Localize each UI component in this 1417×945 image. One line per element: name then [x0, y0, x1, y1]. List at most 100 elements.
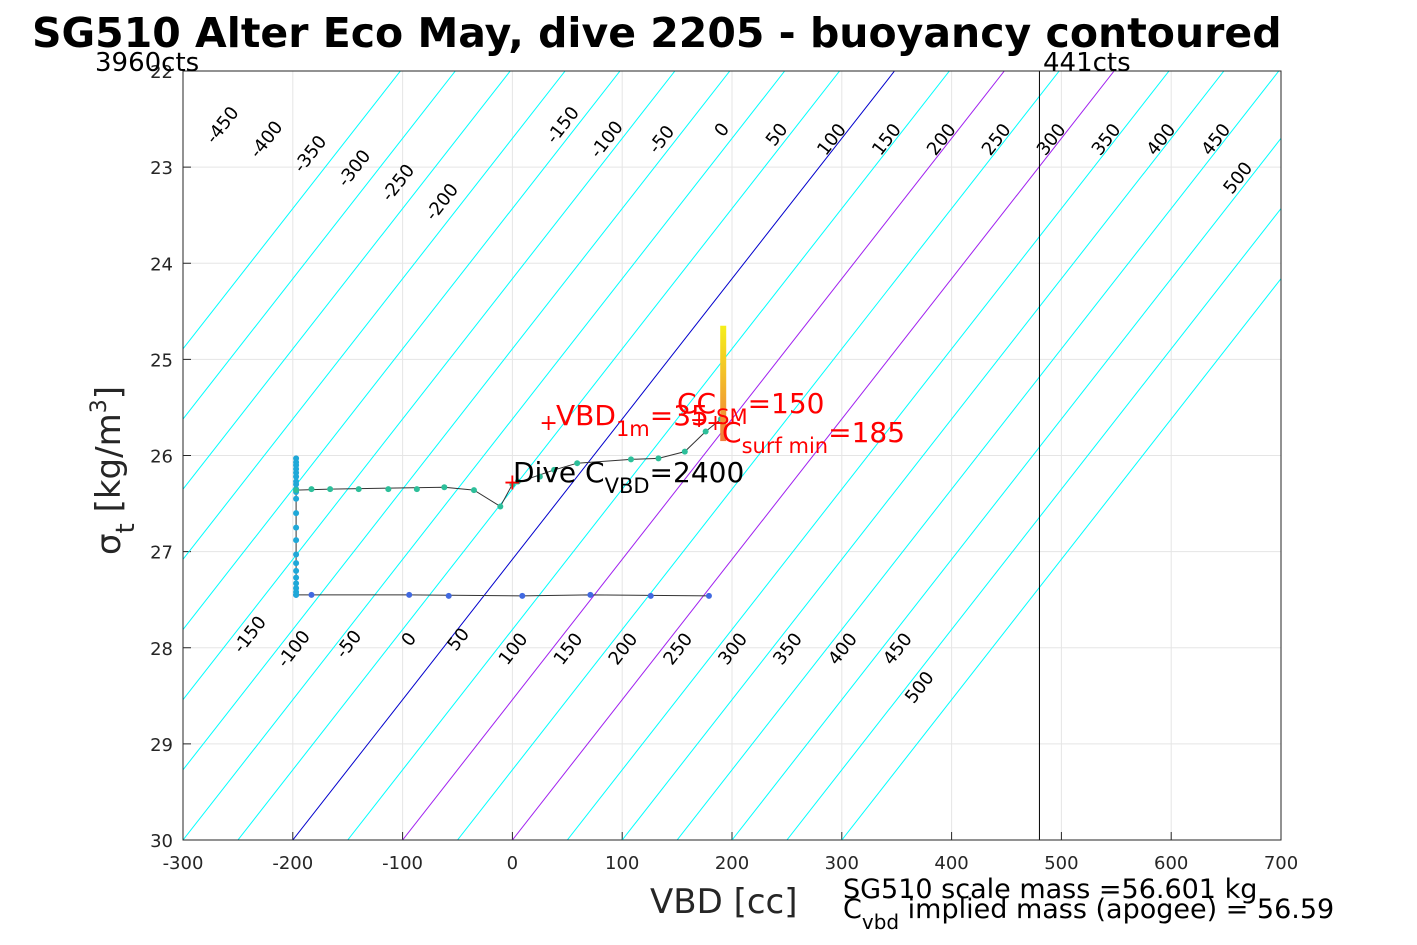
contour-line: [183, 71, 456, 420]
data-point: [647, 592, 654, 599]
data-point: [655, 455, 662, 462]
right-counts-label: 441cts: [1043, 48, 1131, 78]
x-tick-label: -200: [272, 853, 313, 874]
data-point: [308, 486, 315, 493]
contour-line: [237, 71, 840, 840]
marker-plus: +: [690, 408, 708, 433]
data-point: [327, 486, 334, 493]
contour-line: [183, 71, 401, 350]
contour-line: [731, 137, 1281, 840]
data-point: [445, 592, 452, 599]
contour-line: [676, 71, 1280, 840]
data-point: [702, 428, 709, 435]
x-tick-label: -300: [163, 853, 204, 874]
data-point: [293, 455, 300, 462]
data-point: [497, 503, 504, 510]
data-point: [536, 473, 543, 480]
contour-line: [183, 71, 511, 490]
y-tick-label: 26: [150, 447, 173, 468]
x-tick-label: 700: [1264, 853, 1298, 874]
data-point: [551, 466, 558, 473]
contour-line: [183, 71, 731, 771]
x-tick-label: 400: [934, 853, 968, 874]
scale-mass-text: SG510 scale mass =56.601 kg: [843, 874, 1257, 905]
y-tick-labels: 22 23 24 25 26 27 28 29 30: [150, 62, 173, 852]
marker-plus: +: [503, 470, 521, 495]
contour-line: [347, 71, 950, 840]
contour-line: [183, 71, 676, 701]
left-counts-label: 3960cts: [95, 48, 199, 78]
x-tick-label: 500: [1044, 853, 1078, 874]
data-point: [293, 510, 300, 517]
contour-line: [621, 71, 1225, 840]
y-tick-label: 27: [150, 543, 173, 564]
data-point: [293, 585, 300, 592]
dive-c-vbd-annotation: Dive CVBD=2400: [513, 456, 744, 498]
x-tick-label: 100: [605, 853, 639, 874]
vbd-1m-annotation: VBD1m=35: [556, 399, 709, 441]
x-tick-label: 0: [507, 853, 518, 874]
data-point: [293, 537, 300, 544]
contour-line: [183, 71, 621, 631]
y-tick-label: 30: [150, 831, 173, 852]
contour-line: [512, 71, 1115, 840]
data-point: [293, 524, 300, 531]
data-point: [293, 487, 300, 494]
plot-frame: [182, 70, 1282, 841]
y-axis-label: σt [kg/m3]: [87, 386, 141, 555]
x-tick-label: -100: [382, 853, 423, 874]
data-point: [293, 495, 300, 502]
contour-line: [402, 71, 1005, 840]
data-point: [308, 591, 315, 598]
x-tick-label: 300: [825, 853, 859, 874]
contour-line: [841, 277, 1281, 840]
data-point: [574, 460, 581, 467]
y-tick-label: 28: [150, 639, 173, 660]
x-tick-label: 200: [715, 853, 749, 874]
data-point: [293, 560, 300, 567]
data-point: [470, 487, 477, 494]
data-point: [293, 580, 300, 587]
x-tick-labels: -300 -200 -100 0 100 200 300 400 500 600 700: [163, 853, 1299, 874]
surface-bar: [720, 325, 727, 442]
data-points: [293, 415, 725, 599]
contour-lines: [183, 71, 1281, 840]
data-point: [519, 592, 526, 599]
x-axis-label: VBD [cc]: [650, 882, 798, 922]
chart-title: SG510 Alter Eco May, dive 2205 - buoyanc…: [32, 9, 1282, 57]
data-point: [509, 481, 516, 488]
data-point: [385, 486, 392, 493]
implied-mass-text: Cvbd implied mass (apogee) = 56.59: [843, 894, 1334, 934]
data-point: [355, 486, 362, 493]
contour-line: [457, 71, 1060, 840]
data-point: [705, 592, 712, 599]
marker-plus: +: [706, 411, 724, 436]
markers: ++ ++: [503, 408, 725, 495]
x-tick-label: 600: [1154, 853, 1188, 874]
marker-plus: +: [539, 411, 557, 436]
y-tick-label: 29: [150, 735, 173, 756]
data-point: [441, 484, 448, 491]
cc-sm-annotation: CCSM=150: [677, 387, 824, 429]
data-point: [293, 574, 300, 581]
data-point: [681, 448, 688, 455]
y-tick-label: 22: [150, 62, 173, 83]
data-point: [406, 591, 413, 598]
data-point: [293, 478, 300, 485]
data-point: [293, 567, 300, 574]
data-point: [413, 486, 420, 493]
y-tick-label: 24: [150, 254, 173, 275]
contour-line: [566, 71, 1170, 840]
data-point: [587, 591, 594, 598]
c-surf-min-annotation: Csurf min=185: [722, 416, 905, 458]
contour-line: [183, 71, 786, 840]
y-tick-label: 23: [150, 158, 173, 179]
data-point: [627, 456, 634, 463]
y-tick-label: 25: [150, 350, 173, 371]
contour-line: [786, 207, 1281, 840]
contour-line: [292, 71, 895, 840]
data-point: [514, 478, 521, 485]
contour-line: [183, 71, 566, 561]
data-point: [293, 551, 300, 558]
